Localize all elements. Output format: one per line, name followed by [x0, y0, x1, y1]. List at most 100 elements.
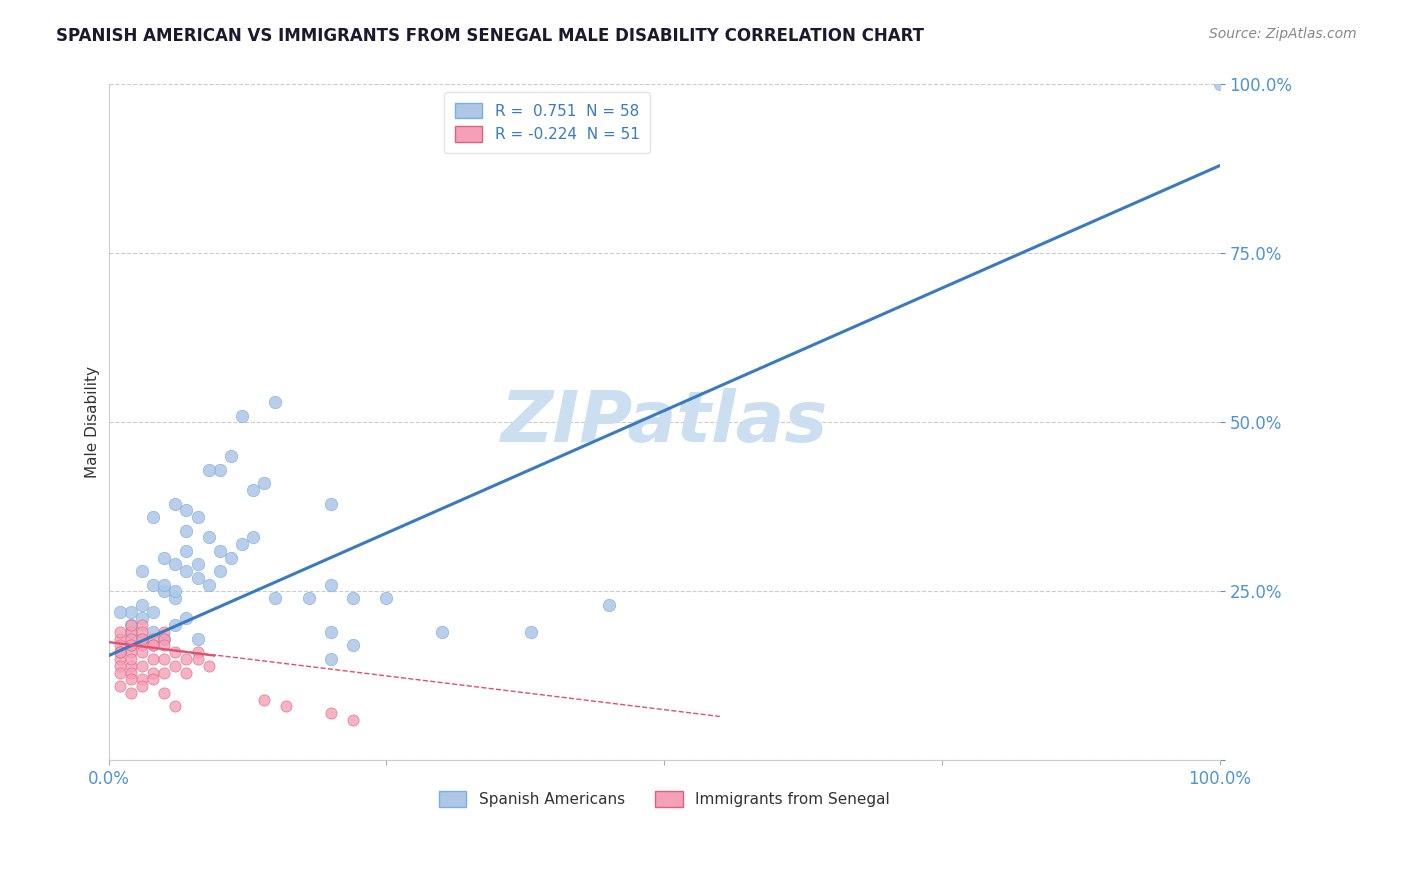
Point [120, 686, 142, 700]
Point [165, 658, 187, 673]
Point [319, 624, 342, 639]
Point [298, 591, 321, 606]
Point [120, 618, 142, 632]
Point [219, 449, 242, 463]
Point [131, 632, 153, 646]
Point [153, 632, 176, 646]
Point [253, 476, 276, 491]
Point [108, 639, 131, 653]
Point [186, 558, 208, 572]
Point [131, 632, 153, 646]
Legend: Spanish Americans, Immigrants from Senegal: Spanish Americans, Immigrants from Seneg… [433, 785, 896, 814]
Point [231, 409, 253, 423]
Text: ZIPatlas: ZIPatlas [501, 388, 828, 457]
Text: SPANISH AMERICAN VS IMMIGRANTS FROM SENEGAL MALE DISABILITY CORRELATION CHART: SPANISH AMERICAN VS IMMIGRANTS FROM SENE… [56, 27, 924, 45]
Point [319, 496, 342, 510]
Point [197, 463, 219, 477]
Point [131, 598, 153, 612]
Text: Source: ZipAtlas.com: Source: ZipAtlas.com [1209, 27, 1357, 41]
Point [430, 624, 453, 639]
Point [165, 496, 187, 510]
Point [264, 591, 287, 606]
Point [120, 645, 142, 659]
Point [319, 652, 342, 666]
Point [120, 658, 142, 673]
Point [176, 564, 198, 578]
Point [131, 639, 153, 653]
Point [131, 658, 153, 673]
Point [142, 510, 165, 524]
Point [219, 550, 242, 565]
Point [342, 591, 364, 606]
Point [153, 624, 176, 639]
Point [165, 584, 187, 599]
Point [131, 611, 153, 625]
Point [142, 665, 165, 680]
Point [131, 624, 153, 639]
Point [165, 699, 187, 714]
Point [120, 618, 142, 632]
Point [197, 577, 219, 591]
Point [153, 652, 176, 666]
Point [176, 611, 198, 625]
Point [342, 639, 364, 653]
Point [131, 679, 153, 693]
Point [108, 658, 131, 673]
Point [165, 558, 187, 572]
Point [131, 564, 153, 578]
Point [108, 679, 131, 693]
Point [153, 632, 176, 646]
Point [120, 639, 142, 653]
Point [375, 591, 398, 606]
Point [208, 564, 231, 578]
Point [142, 632, 165, 646]
Point [153, 577, 176, 591]
Point [342, 713, 364, 727]
Point [186, 571, 208, 585]
Point [142, 639, 165, 653]
Point [186, 652, 208, 666]
Point [176, 652, 198, 666]
Point [176, 544, 198, 558]
Point [120, 632, 142, 646]
Point [120, 652, 142, 666]
Point [142, 673, 165, 687]
Point [197, 658, 219, 673]
Point [153, 639, 176, 653]
Point [276, 699, 298, 714]
Point [142, 577, 165, 591]
Point [242, 530, 264, 544]
Point [131, 618, 153, 632]
Point [108, 645, 131, 659]
Point [186, 510, 208, 524]
Point [131, 673, 153, 687]
Point [186, 645, 208, 659]
Point [153, 665, 176, 680]
Point [120, 673, 142, 687]
Point [176, 524, 198, 538]
Point [108, 645, 131, 659]
Point [1209, 78, 1232, 92]
Point [153, 550, 176, 565]
Point [108, 652, 131, 666]
Point [120, 639, 142, 653]
Point [242, 483, 264, 497]
Point [253, 692, 276, 706]
Point [520, 624, 543, 639]
Point [598, 598, 620, 612]
Point [120, 624, 142, 639]
Point [208, 544, 231, 558]
Point [142, 639, 165, 653]
Point [208, 463, 231, 477]
Point [108, 665, 131, 680]
Point [120, 665, 142, 680]
Point [197, 530, 219, 544]
Point [153, 686, 176, 700]
Point [231, 537, 253, 551]
Point [142, 652, 165, 666]
Point [108, 624, 131, 639]
Point [153, 584, 176, 599]
Point [319, 706, 342, 720]
Point [120, 624, 142, 639]
Point [142, 605, 165, 619]
